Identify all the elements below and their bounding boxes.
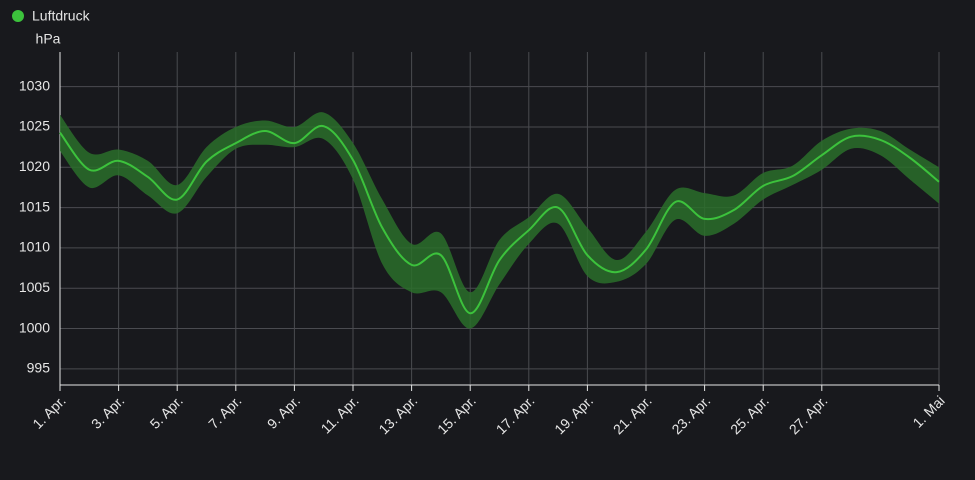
x-tick-label: 19. Apr. bbox=[551, 392, 596, 437]
x-tick-label: 11. Apr. bbox=[318, 392, 362, 436]
x-tick-label: 1. Mai bbox=[909, 392, 947, 430]
y-tick-label: 1020 bbox=[19, 158, 50, 174]
y-tick-label: 1015 bbox=[19, 198, 50, 214]
legend-marker bbox=[12, 10, 24, 22]
line bbox=[59, 125, 940, 315]
x-tick-label: 5. Apr. bbox=[147, 392, 186, 431]
y-tick-label: 1030 bbox=[19, 77, 50, 93]
legend-label: Luftdruck bbox=[32, 8, 91, 24]
y-tick-label: 1005 bbox=[19, 279, 50, 295]
x-tick-label: 1. Apr. bbox=[29, 392, 68, 431]
x-tick-label: 13. Apr. bbox=[375, 392, 420, 437]
x-tick-label: 7. Apr. bbox=[205, 392, 244, 431]
y-tick-label: 995 bbox=[27, 360, 51, 376]
x-tick-label: 17. Apr. bbox=[493, 392, 538, 437]
band bbox=[60, 112, 939, 329]
y-tick-label: 1025 bbox=[19, 118, 50, 134]
x-tick-label: 25. Apr. bbox=[727, 392, 772, 437]
x-tick-label: 3. Apr. bbox=[88, 392, 127, 431]
y-unit: hPa bbox=[36, 31, 61, 47]
x-tick-label: 9. Apr. bbox=[264, 392, 303, 431]
y-tick-label: 1010 bbox=[19, 239, 50, 255]
y-tick-label: 1000 bbox=[19, 319, 50, 335]
x-tick-label: 21. Apr. bbox=[610, 392, 655, 437]
x-tick-label: 15. Apr. bbox=[434, 392, 479, 437]
x-tick-label: 27. Apr. bbox=[786, 392, 831, 437]
x-tick-label: 23. Apr. bbox=[668, 392, 713, 437]
